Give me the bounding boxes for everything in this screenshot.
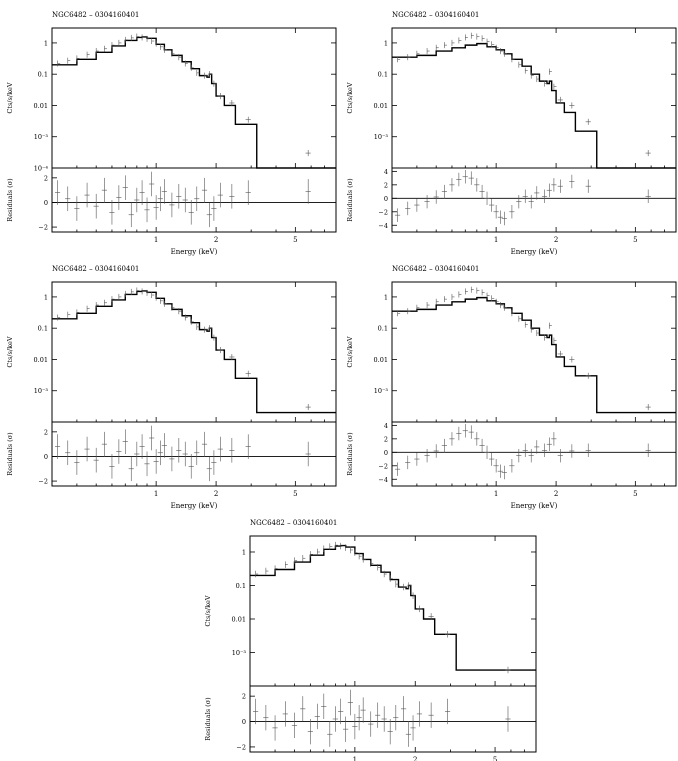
y-tick-label: 1 — [44, 39, 48, 47]
y-tick-label: 0.1 — [38, 325, 48, 333]
y-tick-label: 0.1 — [378, 71, 388, 79]
residual-frame — [391, 421, 677, 487]
x-tick-label: 2 — [554, 490, 558, 498]
residual-y-axis-label: Residuals (σ) — [204, 697, 212, 741]
residual-tick-label: 2 — [242, 693, 246, 701]
chart-title: NGC6482 – 0304160401 — [250, 519, 337, 527]
chart-panel: NGC6482 – 0304160401 Cts/s/keV Residuals (… — [204, 519, 537, 761]
chart-panel: NGC6482 – 0304160401 Cts/s/keV Residuals (… — [6, 265, 337, 510]
y-axis-label: Cts/s/keV — [204, 595, 212, 626]
y-tick-label: 0.1 — [38, 71, 48, 79]
residual-tick-label: 0 — [384, 449, 388, 457]
x-tick-label: 2 — [214, 236, 218, 244]
residual-tick-label: 0 — [44, 453, 48, 461]
residual-frame — [249, 685, 537, 753]
y-tick-label: 10⁻³ — [232, 649, 247, 657]
chart-title: NGC6482 – 0304160401 — [392, 265, 479, 273]
spectrum-frame — [391, 281, 677, 423]
x-axis-label: Energy (keV) — [511, 502, 558, 510]
x-tick-label: 5 — [633, 490, 637, 498]
residual-tick-label: −4 — [378, 476, 388, 484]
y-axis-label: Cts/s/keV — [346, 82, 354, 113]
residual-tick-label: 2 — [44, 174, 48, 182]
residual-frame — [51, 167, 337, 233]
residual-tick-label: −4 — [378, 222, 388, 230]
residual-tick-label: 0 — [44, 199, 48, 207]
residual-tick-label: 0 — [242, 718, 246, 726]
y-tick-label: 10⁻³ — [34, 387, 49, 395]
x-tick-label: 2 — [214, 490, 218, 498]
residual-y-axis-label: Residuals (σ) — [346, 432, 354, 476]
y-axis-label: Cts/s/keV — [6, 82, 14, 113]
y-tick-label: 10⁻³ — [34, 133, 49, 141]
chart-panel: NGC6482 – 0304160401 Cts/s/keV Residuals (… — [6, 11, 337, 256]
x-tick-label: 2 — [413, 756, 417, 761]
y-axis-label: Cts/s/keV — [346, 336, 354, 367]
residual-tick-label: 0 — [384, 195, 388, 203]
residual-y-axis-label: Residuals (σ) — [346, 178, 354, 222]
residual-tick-label: 4 — [384, 422, 388, 430]
model-curve — [392, 296, 676, 414]
chart-title: NGC6482 – 0304160401 — [52, 11, 139, 19]
residual-tick-label: −2 — [38, 478, 48, 486]
y-tick-label: 1 — [242, 548, 246, 556]
y-tick-label: 0.01 — [374, 356, 388, 364]
model-curve — [392, 42, 676, 169]
y-tick-label: 10⁻³ — [374, 387, 389, 395]
chart-title: NGC6482 – 0304160401 — [52, 265, 139, 273]
y-tick-label: 0.01 — [34, 356, 48, 364]
x-axis-label: Energy (keV) — [171, 248, 218, 256]
x-tick-label: 1 — [494, 490, 498, 498]
residual-tick-label: 4 — [384, 168, 388, 176]
x-tick-label: 5 — [633, 236, 637, 244]
residual-tick-label: 2 — [384, 435, 388, 443]
x-tick-label: 1 — [494, 236, 498, 244]
y-axis-label: Cts/s/keV — [6, 336, 14, 367]
spectrum-frame — [391, 27, 677, 169]
y-tick-label: 10⁻⁴ — [34, 165, 49, 173]
x-tick-label: 5 — [293, 236, 297, 244]
spectrum-frame — [51, 281, 337, 423]
model-curve — [52, 290, 336, 414]
x-tick-label: 1 — [154, 490, 158, 498]
residual-tick-label: 2 — [44, 428, 48, 436]
y-tick-label: 0.01 — [374, 102, 388, 110]
residual-tick-label: −2 — [378, 208, 388, 216]
residual-y-axis-label: Residuals (σ) — [6, 432, 14, 476]
y-tick-label: 1 — [384, 293, 388, 301]
x-tick-label: 5 — [293, 490, 297, 498]
x-axis-label: Energy (keV) — [511, 248, 558, 256]
x-tick-label: 5 — [493, 756, 497, 761]
residual-frame — [391, 167, 677, 233]
y-tick-label: 0.01 — [232, 615, 246, 623]
residual-tick-label: −2 — [378, 462, 388, 470]
y-tick-label: 0.01 — [34, 102, 48, 110]
model-curve — [250, 544, 536, 671]
residual-frame — [51, 421, 337, 487]
y-tick-label: 1 — [44, 293, 48, 301]
residual-tick-label: −2 — [38, 224, 48, 232]
spectrum-frame — [249, 535, 537, 687]
y-tick-label: 0.1 — [236, 582, 246, 590]
x-tick-label: 1 — [154, 236, 158, 244]
model-curve — [52, 36, 336, 169]
residual-tick-label: 2 — [384, 181, 388, 189]
y-tick-label: 10⁻³ — [374, 133, 389, 141]
chart-panel: NGC6482 – 0304160401 Cts/s/keV Residuals (… — [346, 11, 677, 256]
x-tick-label: 1 — [353, 756, 357, 761]
x-tick-label: 2 — [554, 236, 558, 244]
residual-y-axis-label: Residuals (σ) — [6, 178, 14, 222]
y-tick-label: 0.1 — [378, 325, 388, 333]
residual-tick-label: −2 — [236, 743, 246, 751]
x-axis-label: Energy (keV) — [171, 502, 218, 510]
chart-title: NGC6482 – 0304160401 — [392, 11, 479, 19]
chart-panel: NGC6482 – 0304160401 Cts/s/keV Residuals (… — [346, 265, 677, 510]
y-tick-label: 1 — [384, 39, 388, 47]
spectrum-frame — [51, 27, 337, 169]
